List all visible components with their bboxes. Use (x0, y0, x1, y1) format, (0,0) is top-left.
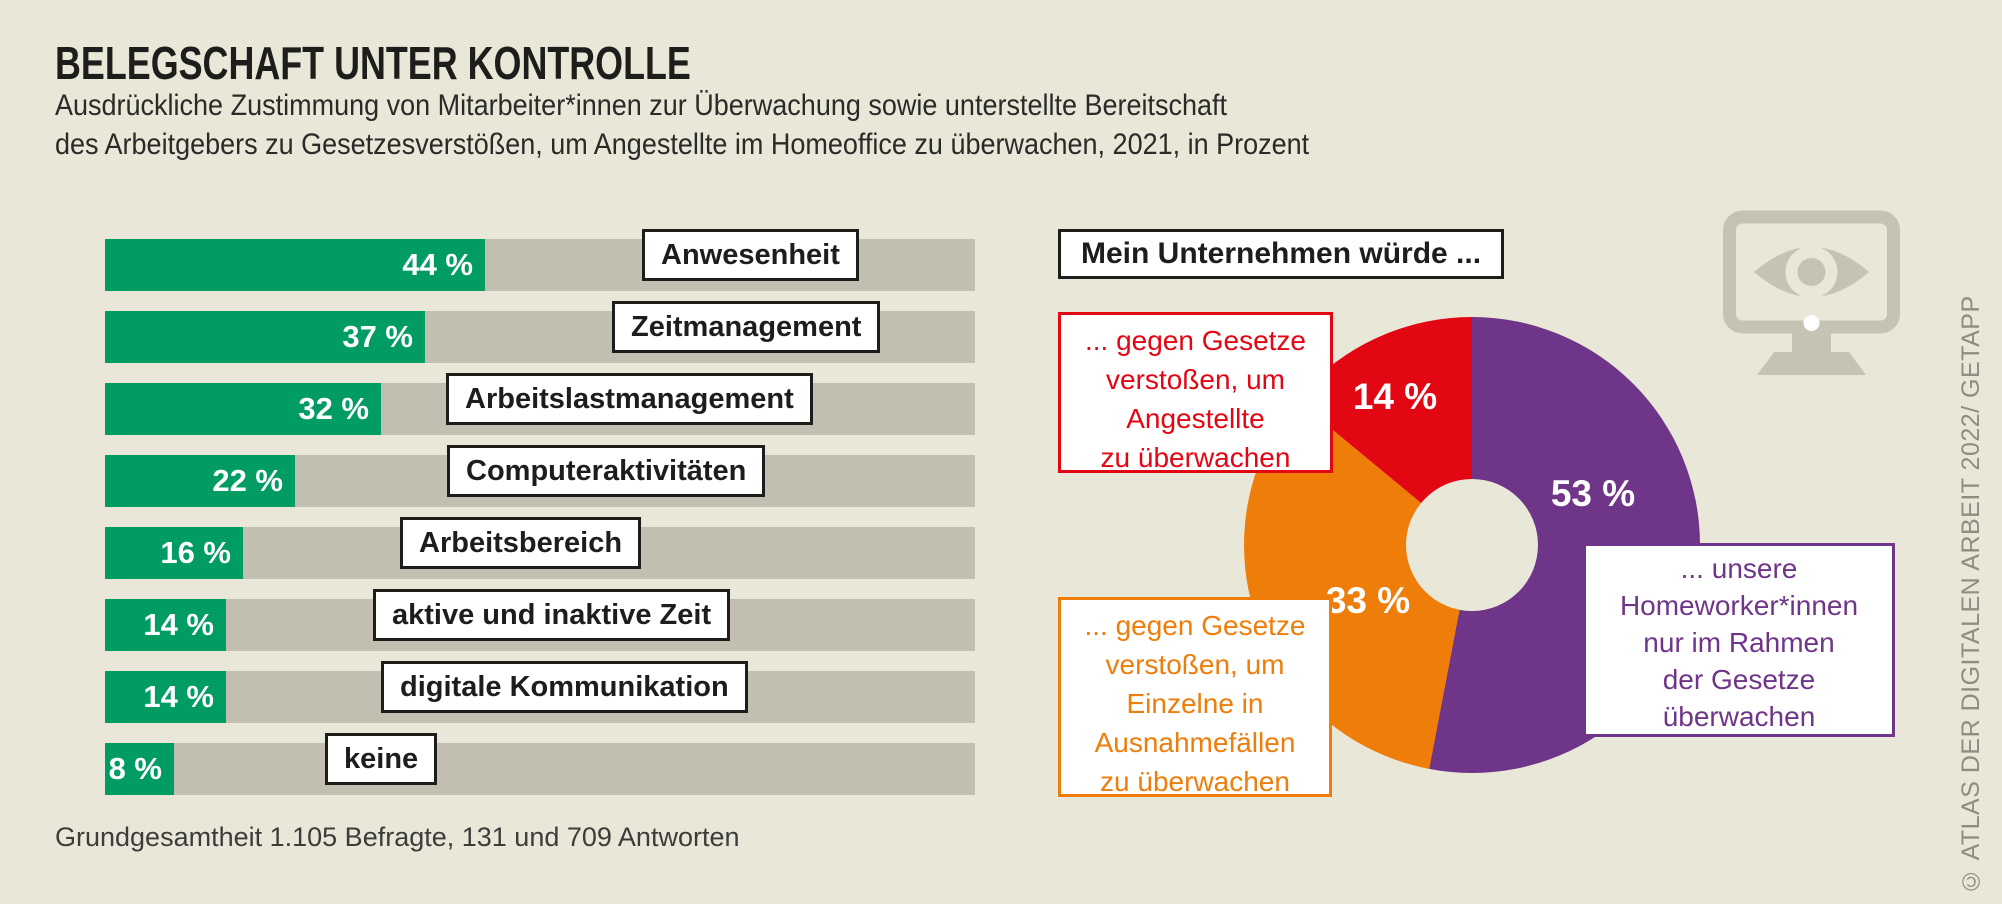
page-title: BELEGSCHAFT UNTER KONTROLLE (55, 37, 691, 89)
bar-value-label: 14 % (143, 607, 214, 642)
bar-fill: 22 % (105, 455, 295, 507)
bar-category-box: digitale Kommunikation (381, 661, 748, 713)
bar-category-box: Arbeitsbereich (400, 517, 642, 569)
bar-category-label: digitale Kommunikation (400, 670, 729, 703)
bar-track (105, 743, 975, 795)
bar-category-label: Arbeitslastmanagement (465, 382, 794, 415)
bar-value-label: 8 % (108, 751, 162, 786)
bar-value-label: 32 % (298, 391, 369, 426)
bar-value-label: 16 % (160, 535, 231, 570)
bar-value-label: 37 % (342, 319, 413, 354)
bar-category-box: Zeitmanagement (612, 301, 881, 353)
pie-label-purple: ... unsere Homeworker*innen nur im Rahme… (1583, 543, 1895, 737)
pie-label-orange: ... gegen Gesetze verstoßen, um Einzelne… (1058, 597, 1332, 797)
bar-row: 16 % Arbeitsbereich (105, 517, 975, 579)
bar-category-label: keine (344, 742, 419, 775)
bar-row: 8 % keine (105, 733, 975, 795)
footnote: Grundgesamtheit 1.105 Befragte, 131 und … (55, 822, 740, 852)
bar-row: 37 % Zeitmanagement (105, 301, 975, 363)
pie-value-label: 14 % (1352, 376, 1438, 417)
bar-row: 22 % Computeraktivitäten (105, 445, 975, 507)
bar-category-box: Computeraktivitäten (447, 445, 766, 497)
bar-category-box: Arbeitslastmanagement (446, 373, 813, 425)
monitor-eye-icon (1723, 210, 1900, 375)
bar-fill: 14 % (105, 599, 226, 651)
bar-value-label: 44 % (402, 247, 473, 282)
bar-fill: 44 % (105, 239, 485, 291)
bar-fill: 14 % (105, 671, 226, 723)
pie-label-red: ... gegen Gesetze verstoßen, um Angestel… (1058, 312, 1333, 473)
bar-category-label: Arbeitsbereich (419, 526, 623, 559)
bar-value-label: 14 % (143, 679, 214, 714)
bar-fill: 8 % (105, 743, 174, 795)
bar-row: 14 % digitale Kommunikation (105, 661, 975, 723)
bar-category-label: Computeraktivitäten (466, 454, 747, 487)
pie-value-label: 33 % (1325, 580, 1411, 621)
pie-value-label: 53 % (1550, 473, 1636, 514)
bar-row: 14 % aktive und inaktive Zeit (105, 589, 975, 651)
bar-value-label: 22 % (212, 463, 283, 498)
bar-category-label: Zeitmanagement (631, 310, 862, 343)
pie-header-box: Mein Unternehmen würde ... (1058, 229, 1505, 279)
bar-category-box: keine (325, 733, 438, 785)
bar-category-box: Anwesenheit (642, 229, 859, 281)
donut-hole (1406, 479, 1538, 611)
bar-category-box: aktive und inaktive Zeit (373, 589, 731, 641)
bar-fill: 32 % (105, 383, 381, 435)
bar-row: 44 % Anwesenheit (105, 229, 975, 291)
bar-category-label: Anwesenheit (661, 238, 840, 271)
bar-category-label: aktive und inaktive Zeit (392, 598, 712, 631)
bar-fill: 37 % (105, 311, 425, 363)
page-subtitle: Ausdrückliche Zustimmung von Mitarbeiter… (55, 89, 1310, 161)
credit-vertical-text: © ATLAS DER DIGITALEN ARBEIT 2022/ GETAP… (1957, 295, 1985, 895)
bar-row: 32 % Arbeitslastmanagement (105, 373, 975, 435)
bar-fill: 16 % (105, 527, 243, 579)
